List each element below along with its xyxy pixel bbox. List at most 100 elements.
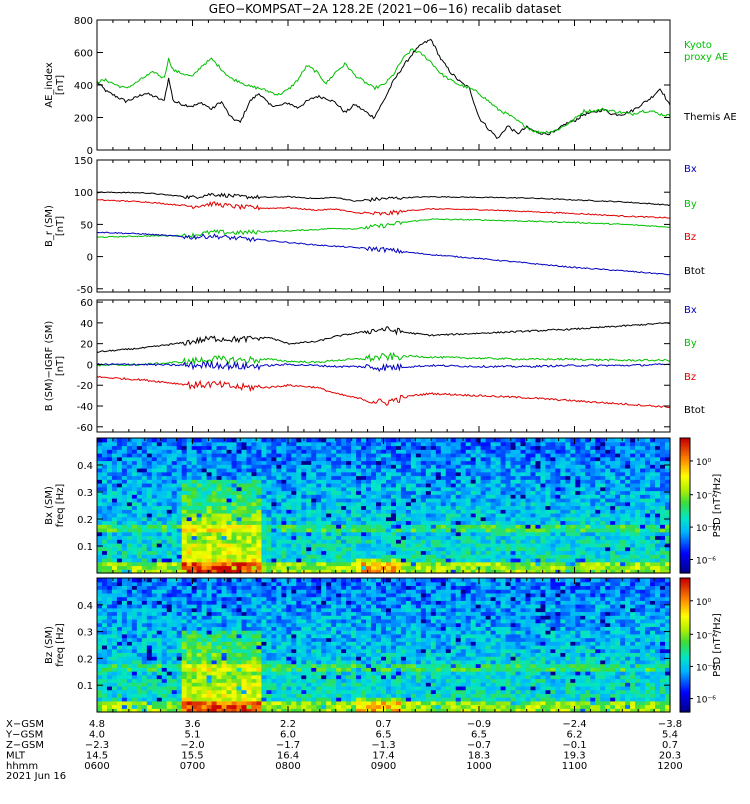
spectrogram-cell	[137, 690, 143, 694]
spectrogram-cell	[406, 483, 412, 487]
spectrogram-cell	[351, 528, 357, 532]
spectrogram-cell	[481, 442, 487, 446]
spectrogram-cell	[301, 487, 307, 491]
spectrogram-cell	[351, 524, 357, 528]
spectrogram-cell	[227, 566, 233, 570]
spectrogram-cell	[595, 513, 601, 517]
spectrogram-cell	[620, 524, 626, 528]
spectrogram-cell	[476, 494, 482, 498]
spectrogram-cell	[476, 536, 482, 540]
spectrogram-cell	[481, 453, 487, 457]
spectrogram-cell	[580, 532, 586, 536]
spectrogram-cell	[167, 468, 173, 472]
spectrogram-cell	[456, 547, 462, 551]
spectrogram-cell	[426, 498, 432, 502]
spectrogram-cell	[351, 449, 357, 453]
spectrogram-cell	[162, 509, 168, 513]
spectrogram-cell	[396, 442, 402, 446]
spectrogram-cell	[97, 690, 103, 694]
spectrogram-cell	[545, 479, 551, 483]
spectrogram-cell	[371, 476, 377, 480]
spectrogram-cell	[152, 524, 158, 528]
spectrogram-cell	[187, 442, 193, 446]
spectrogram-cell	[162, 483, 168, 487]
spectrogram-cell	[142, 551, 148, 555]
spectrogram-cell	[640, 536, 646, 540]
spectrogram-cell	[266, 551, 272, 555]
spectrogram-cell	[655, 457, 661, 461]
spectrogram-cell	[207, 453, 213, 457]
spectrogram-cell	[182, 494, 188, 498]
spectrogram-cell	[261, 476, 267, 480]
spectrogram-cell	[296, 487, 302, 491]
spectrogram-cell	[496, 513, 502, 517]
spectrogram-cell	[545, 551, 551, 555]
spectrogram-cell	[127, 593, 133, 597]
spectrogram-cell	[107, 547, 113, 551]
spectrogram-cell	[112, 701, 118, 705]
spectrogram-cell	[182, 524, 188, 528]
spectrogram-cell	[595, 509, 601, 513]
spectrogram-cell	[172, 479, 178, 483]
spectrogram-cell	[615, 551, 621, 555]
spectrogram-cell	[600, 547, 606, 551]
spectrogram-cell	[461, 476, 467, 480]
spectrogram-cell	[271, 547, 277, 551]
spectrogram-cell	[132, 608, 138, 612]
spectrogram-cell	[127, 498, 133, 502]
spectrogram-cell	[167, 517, 173, 521]
spectrogram-cell	[207, 464, 213, 468]
spectrogram-cell	[172, 566, 178, 570]
spectrogram-cell	[207, 558, 213, 562]
y-tick-label: 0.3	[77, 488, 93, 499]
spectrogram-cell	[660, 562, 666, 566]
spectrogram-cell	[565, 498, 571, 502]
spectrogram-cell	[530, 494, 536, 498]
spectrogram-cell	[187, 461, 193, 465]
spectrogram-cell	[535, 498, 541, 502]
spectrogram-cell	[102, 682, 108, 686]
spectrogram-cell	[530, 562, 536, 566]
spectrogram-cell	[645, 449, 651, 453]
spectrogram-cell	[256, 472, 262, 476]
spectrogram-cell	[232, 502, 238, 506]
spectrogram-cell	[476, 539, 482, 543]
spectrogram-cell	[376, 539, 382, 543]
spectrogram-cell	[222, 547, 228, 551]
spectrogram-cell	[102, 701, 108, 705]
spectrogram-cell	[222, 524, 228, 528]
spectrogram-cell	[371, 524, 377, 528]
spectrogram-cell	[137, 476, 143, 480]
spectrogram-cell	[521, 506, 527, 510]
spectrogram-cell	[506, 453, 512, 457]
spectrogram-cell	[506, 509, 512, 513]
spectrogram-cell	[615, 536, 621, 540]
spectrogram-cell	[595, 491, 601, 495]
spectrogram-cell	[112, 630, 118, 634]
spectrogram-cell	[371, 498, 377, 502]
spectrogram-cell	[122, 554, 128, 558]
spectrogram-cell	[276, 472, 282, 476]
spectrogram-cell	[212, 506, 218, 510]
spectrogram-cell	[570, 554, 576, 558]
spectrogram-cell	[336, 487, 342, 491]
spectrogram-cell	[486, 521, 492, 525]
spectrogram-cell	[271, 539, 277, 543]
spectrogram-cell	[177, 494, 183, 498]
spectrogram-cell	[411, 506, 417, 510]
spectrogram-cell	[286, 498, 292, 502]
spectrogram-cell	[635, 517, 641, 521]
spectrogram-cell	[565, 502, 571, 506]
spectrogram-cell	[102, 608, 108, 612]
spectrogram-cell	[376, 502, 382, 506]
spectrogram-cell	[570, 566, 576, 570]
spectrogram-cell	[261, 547, 267, 551]
spectrogram-cell	[217, 449, 223, 453]
spectrogram-cell	[550, 532, 556, 536]
spectrogram-cell	[187, 453, 193, 457]
spectrogram-cell	[540, 509, 546, 513]
spectrogram-cell	[625, 551, 631, 555]
spectrogram-cell	[132, 551, 138, 555]
spectrogram-cell	[291, 521, 297, 525]
spectrogram-cell	[560, 543, 566, 547]
